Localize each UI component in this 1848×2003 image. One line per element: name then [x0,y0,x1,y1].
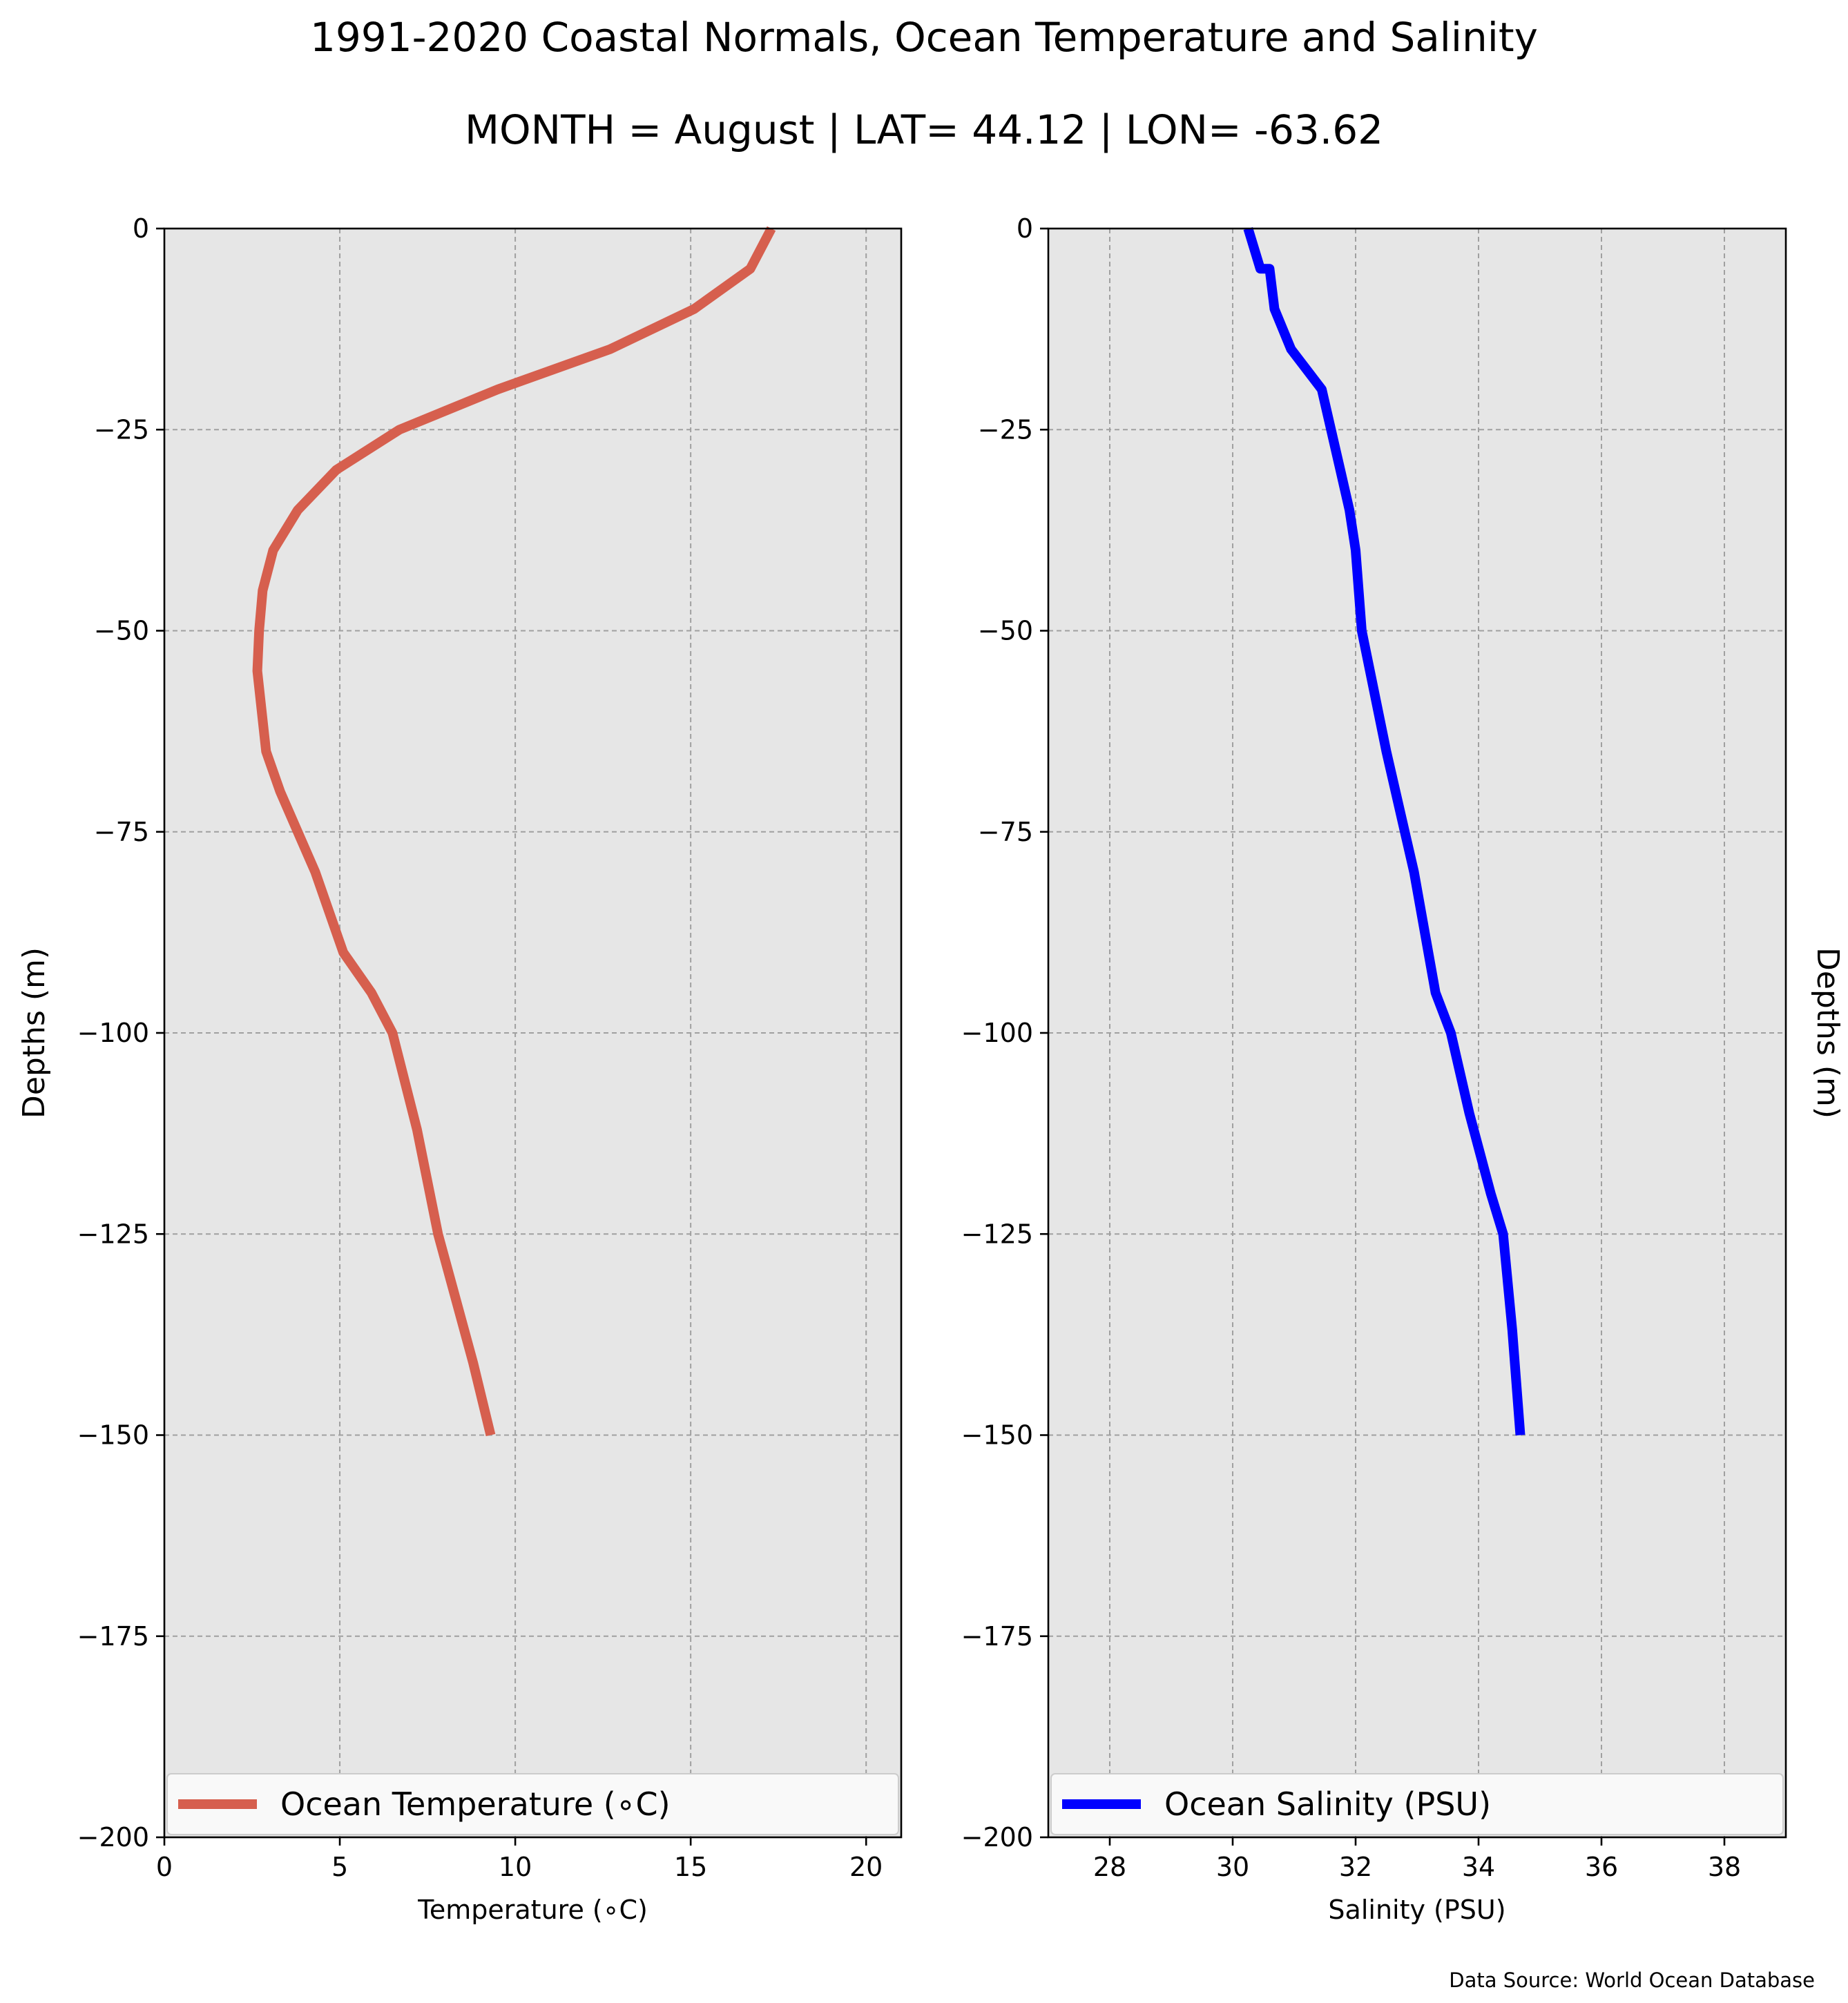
figure-title: 1991-2020 Coastal Normals, Ocean Tempera… [310,14,1538,61]
legend-box [166,1773,899,1835]
y-tick-label: −75 [978,817,1033,847]
x-tick-label: 15 [674,1852,707,1882]
x-tick-label: 5 [331,1852,348,1882]
x-tick-label: 28 [1093,1852,1126,1882]
x-tick-label: 36 [1585,1852,1618,1882]
legend-label: Ocean Salinity (PSU) [1164,1786,1491,1823]
x-tick-label: 32 [1339,1852,1372,1882]
y-tick-label: 0 [1017,213,1033,244]
y-tick-label: −150 [77,1420,149,1451]
y-tick-label: −25 [978,414,1033,445]
y-tick-label: −125 [961,1219,1033,1249]
legend-box [1050,1773,1784,1835]
y-tick-label: −125 [77,1219,149,1249]
x-axis-label: Temperature (∘C) [417,1895,648,1925]
y-tick-label: 0 [133,213,149,244]
legend: Ocean Salinity (PSU) [1050,1773,1784,1835]
series-line-salinity [1243,226,1525,1436]
y-tick-label: −50 [978,616,1033,646]
y-tick-label: −100 [77,1018,149,1048]
y-tick-label: −150 [961,1420,1033,1451]
x-tick-label: 34 [1462,1852,1495,1882]
y-tick-label: −25 [94,414,149,445]
y-tick-label: −50 [94,616,149,646]
chart-panel-2: 0 −25 −50 −75 −100 −125 −150 −175 −200 28 30 32 34 36… [961,213,1845,1925]
x-tick-label: 20 [849,1852,883,1882]
y-tick-label: −175 [77,1621,149,1652]
y-tick-label: −200 [77,1822,149,1852]
x-axis-label: Salinity (PSU) [1328,1895,1505,1925]
y-tick-label: −75 [94,817,149,847]
y-axis-label: Depths (m) [1810,947,1845,1119]
y-tick-label: −175 [961,1621,1033,1652]
x-tick-label: 0 [156,1852,173,1882]
x-tick-label: 30 [1216,1852,1249,1882]
x-tick-label: 10 [499,1852,532,1882]
y-tick-label: −200 [961,1822,1033,1852]
y-tick-label: −100 [961,1018,1033,1048]
data-source-note: Data Source: World Ocean Database [1449,1968,1815,1992]
figure-subtitle: MONTH = August | LAT= 44.12 | LON= -63.6… [465,106,1383,153]
legend-label: Ocean Temperature (∘C) [280,1786,671,1823]
x-tick-label: 38 [1708,1852,1741,1882]
y-axis-label: Depths (m) [17,947,52,1119]
series-line-temperature [252,226,776,1437]
legend: Ocean Temperature (∘C) [166,1773,899,1835]
